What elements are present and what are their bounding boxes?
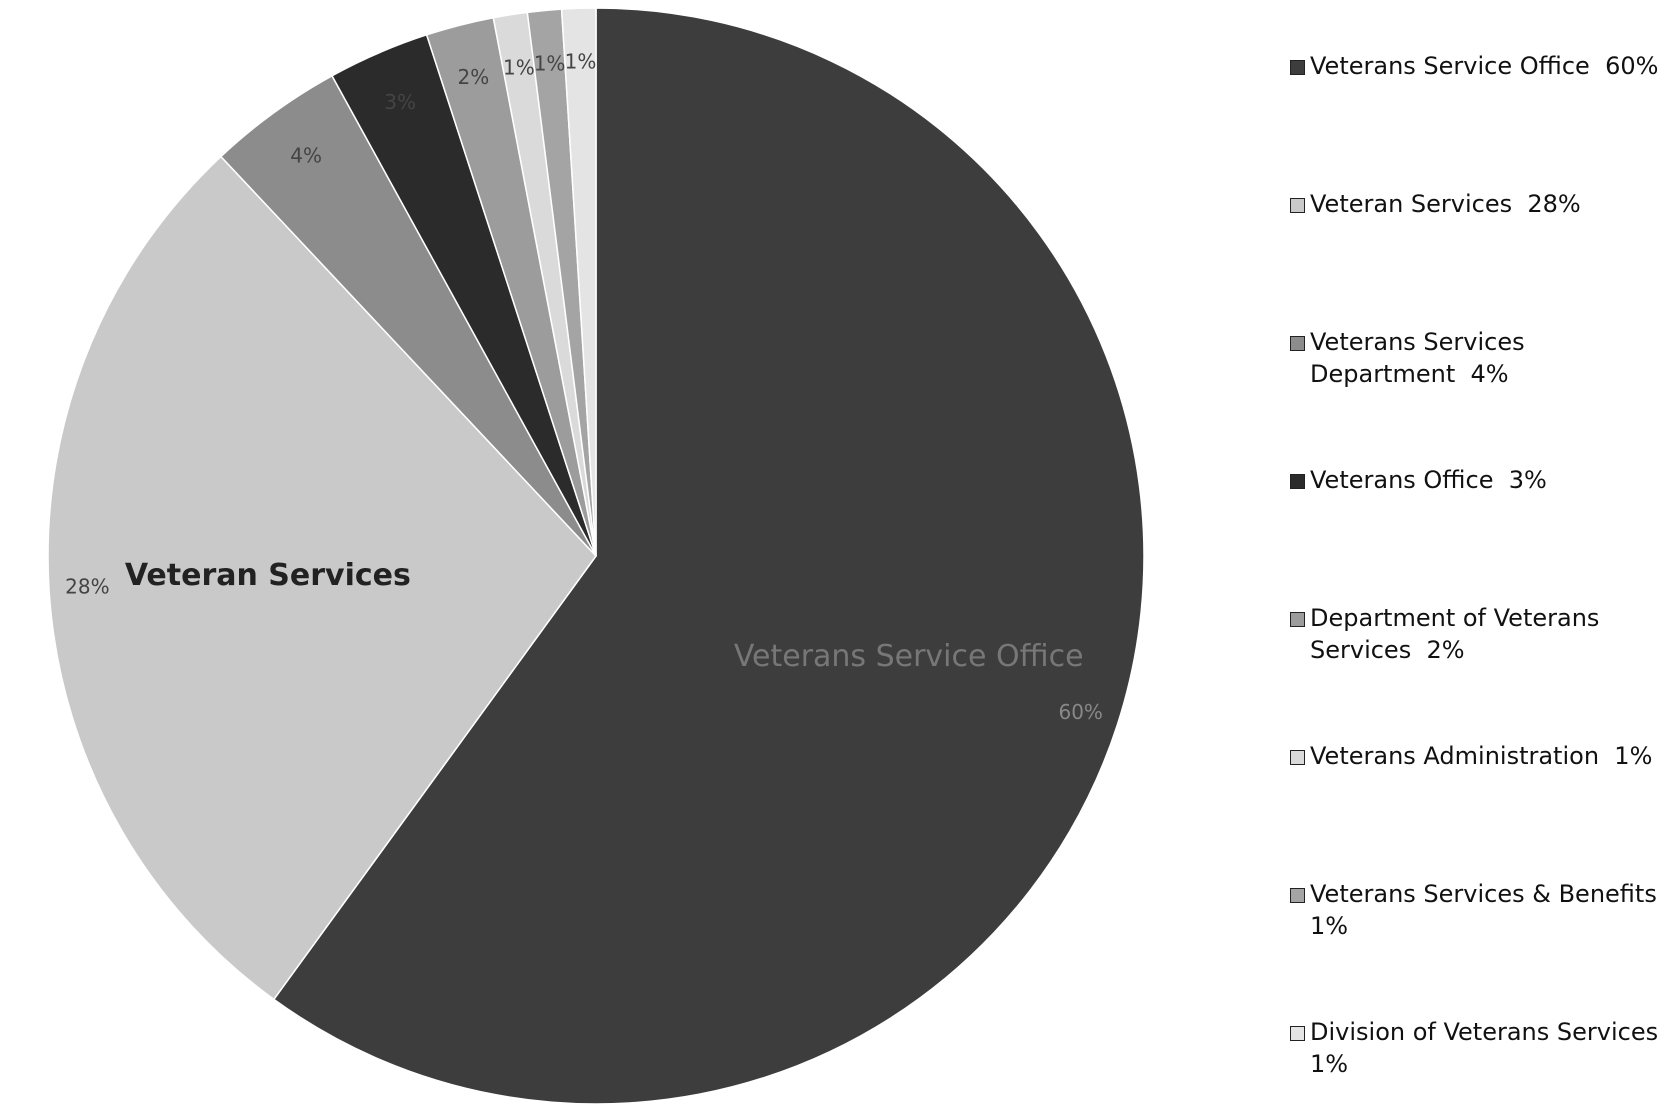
pie-slice <box>560 7 597 557</box>
legend-label: Veterans Office <box>1310 466 1494 494</box>
legend-label: Veteran Services <box>1310 190 1513 218</box>
slice-name: Veteran Services <box>125 558 411 593</box>
data-label: 2% <box>457 65 489 89</box>
data-label: 4% <box>290 143 322 167</box>
legend-value: 3% <box>1508 466 1547 494</box>
data-label: 1% <box>565 50 597 74</box>
data-label: 3% <box>384 90 416 114</box>
data-label: 28% <box>65 575 109 599</box>
legend-label: Division of Veterans Services <box>1310 1018 1658 1046</box>
legend-swatch <box>1290 750 1305 765</box>
legend-value: 28% <box>1527 190 1581 218</box>
legend-label: Veterans Services Department <box>1310 328 1525 388</box>
legend-value: 1% <box>1310 912 1349 940</box>
legend-entry: Veterans Office 3% <box>1290 464 1658 496</box>
legend-label: Veterans Administration <box>1310 742 1600 770</box>
legend-swatch <box>1290 1026 1305 1041</box>
legend-value: 1% <box>1614 742 1653 770</box>
legend-label: Department of Veterans Services <box>1310 604 1600 664</box>
legend-entry: Department of Veterans Services 2% <box>1290 602 1658 666</box>
legend-swatch <box>1290 336 1305 351</box>
legend-swatch <box>1290 198 1305 213</box>
data-label: 1% <box>503 55 535 79</box>
legend-entry: Veterans Service Office 60% <box>1290 50 1658 82</box>
legend-value: 60% <box>1605 52 1658 80</box>
chart: 60% Veterans Service Office 28% Veteran Ser… <box>47 7 1145 1105</box>
legend-entry: Veterans Services Department 4% <box>1290 326 1658 390</box>
pie-slice <box>47 155 597 1001</box>
legend-entry: Division of Veterans Services 1% <box>1290 1016 1658 1080</box>
slice-name: Veterans Service Office <box>734 639 1084 674</box>
pie-slice <box>272 7 1145 1105</box>
data-label: 60% <box>1058 700 1102 724</box>
legend-entry: Veterans Services & Benefits 1% <box>1290 878 1658 942</box>
legend-value: 4% <box>1470 360 1509 388</box>
data-label: 1% <box>534 51 566 75</box>
legend-entry: Veterans Administration 1% <box>1290 740 1658 772</box>
legend-label: Veterans Services & Benefits <box>1310 880 1657 908</box>
legend-label: Veterans Service Office <box>1310 52 1590 80</box>
legend-swatch <box>1290 474 1305 489</box>
legend-swatch <box>1290 60 1305 75</box>
legend-entry: Veteran Services 28% <box>1290 188 1658 220</box>
legend-swatch <box>1290 888 1305 903</box>
legend-value: 1% <box>1310 1050 1349 1078</box>
legend-value: 2% <box>1426 636 1465 664</box>
legend-swatch <box>1290 612 1305 627</box>
